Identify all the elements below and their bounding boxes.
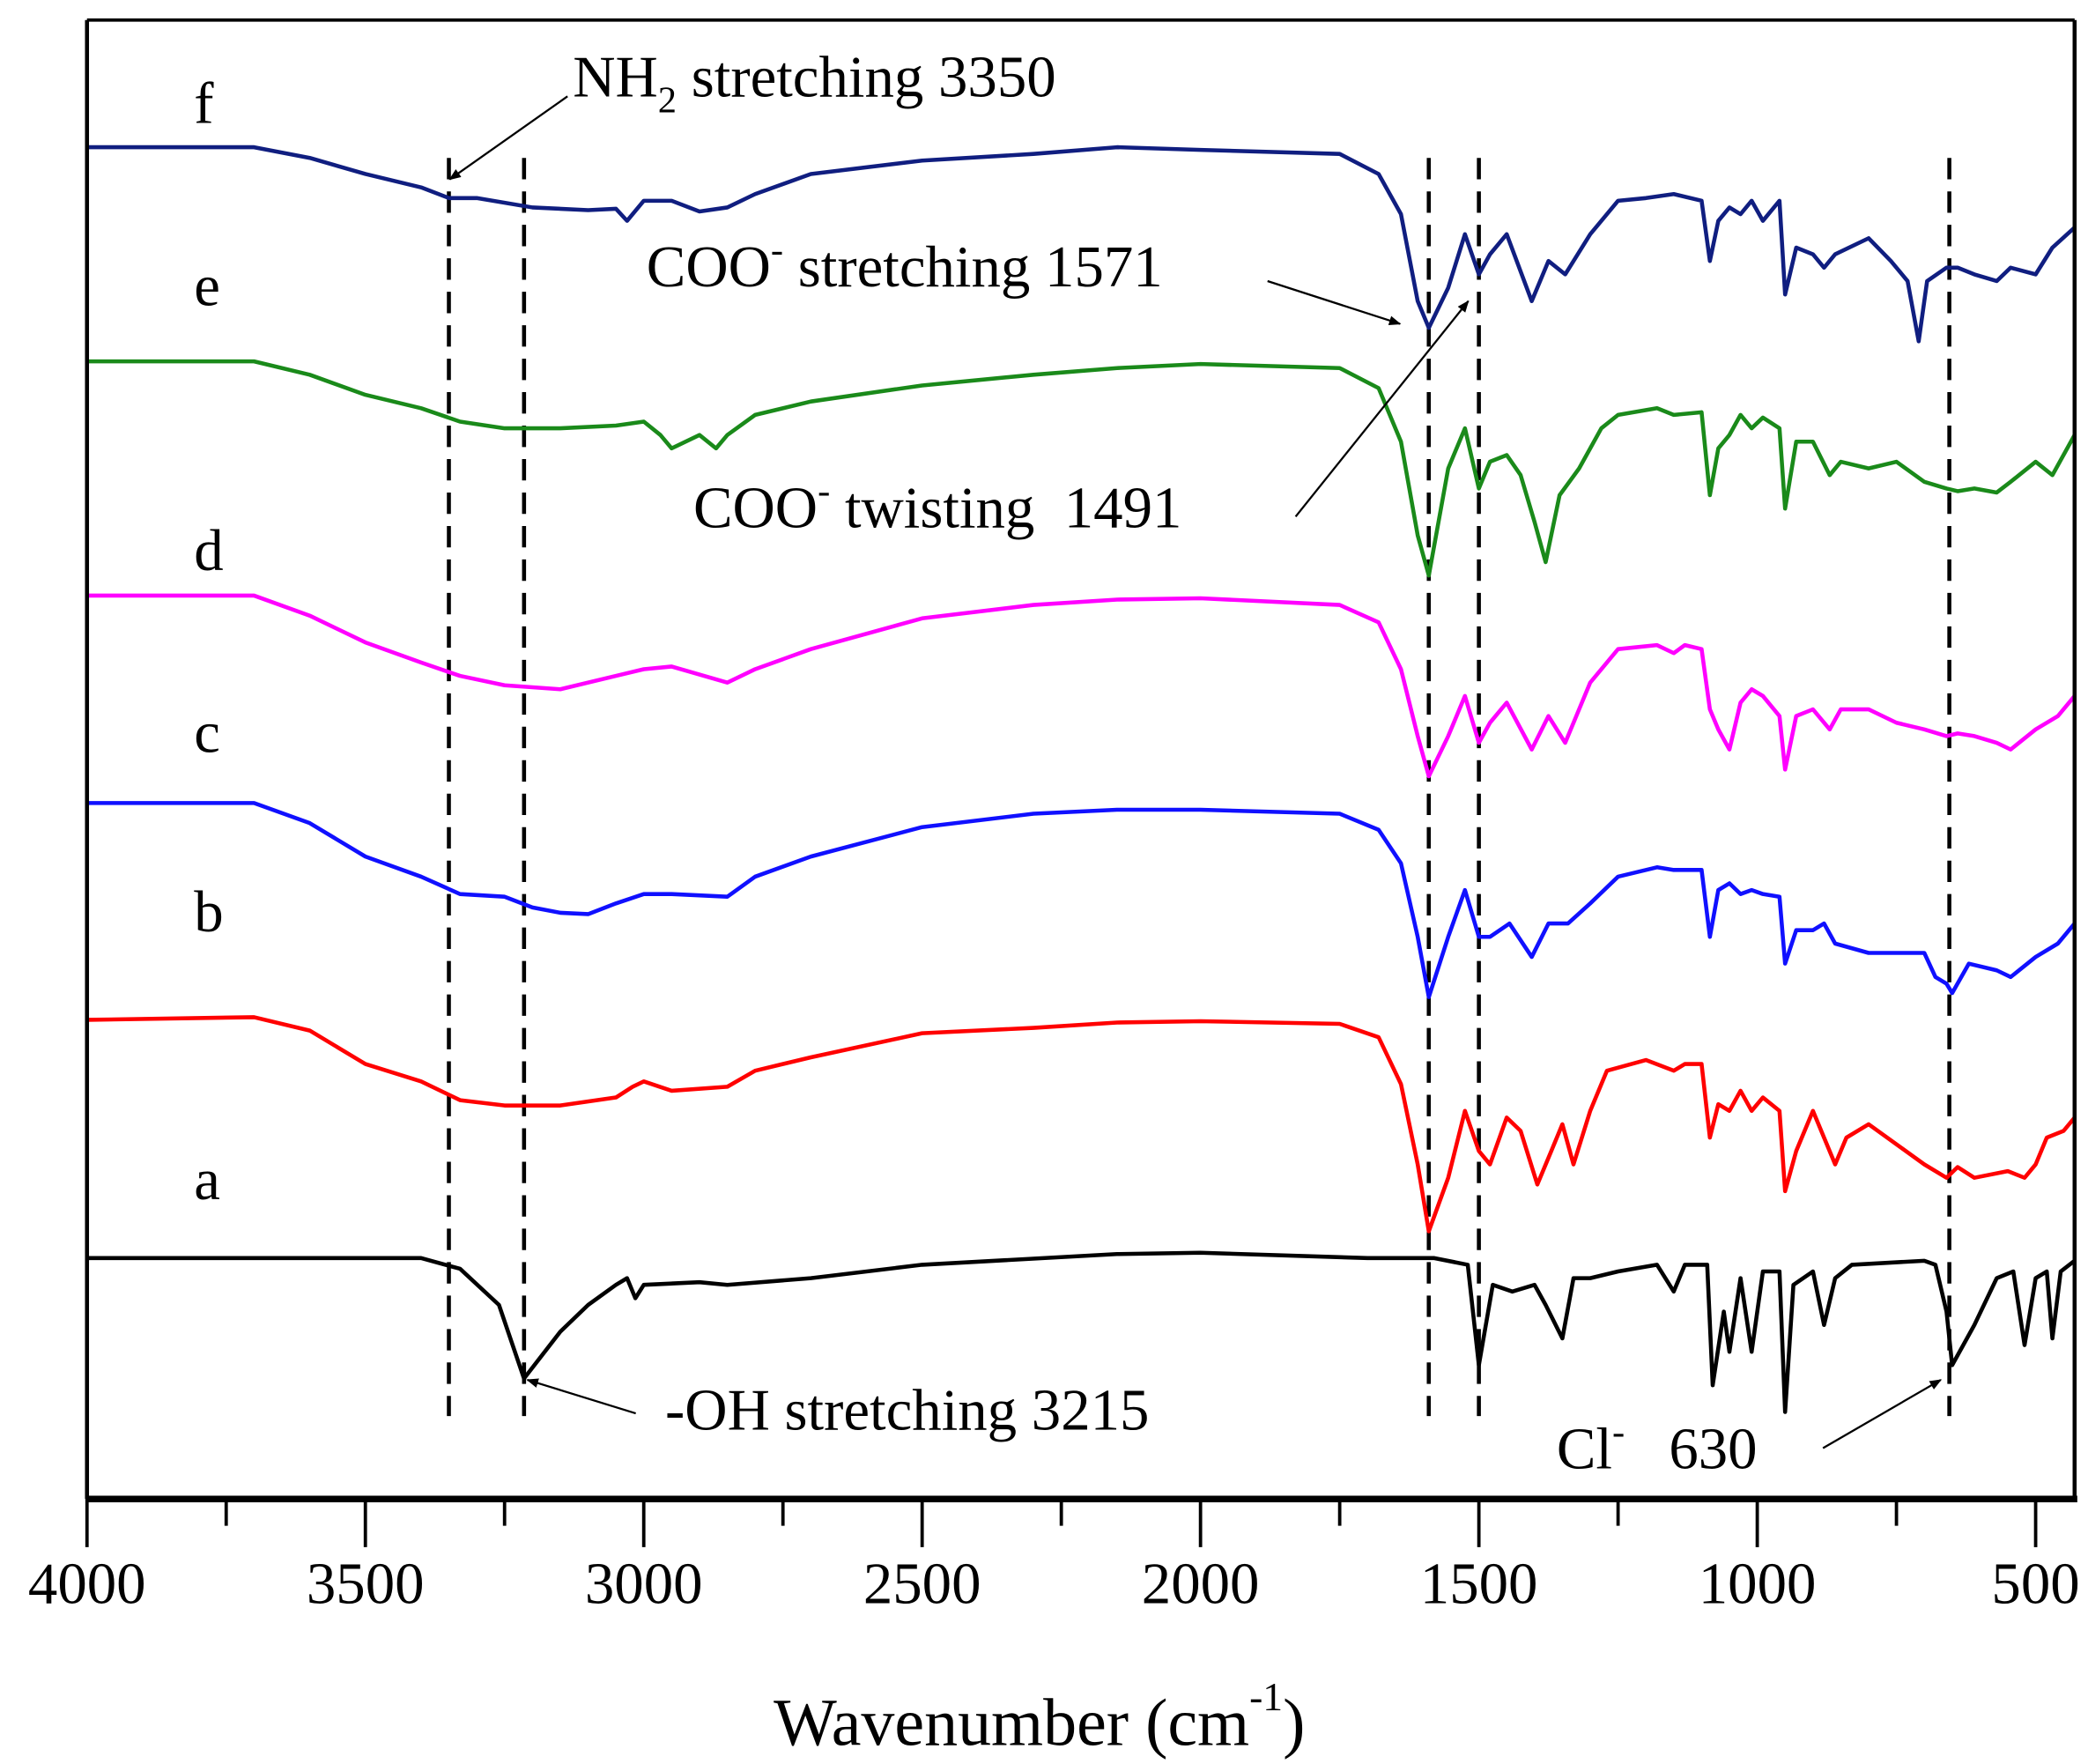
x-tick-label: 2000 [1142, 1552, 1260, 1617]
series-label-c: c [194, 700, 220, 766]
arrow-coo-twisting [1294, 300, 1470, 518]
arrow-coo-stretching [1267, 279, 1402, 326]
annotation-coo-stretching: COO- stretching 1571 [647, 230, 1163, 300]
x-tick-label: 2500 [863, 1552, 981, 1617]
series-label-f: f [194, 71, 214, 137]
x-axis-tick-labels: 4000 3500 3000 2500 2000 1500 1000 500 [28, 1552, 2080, 1617]
spectrum-b [86, 1015, 2077, 1234]
annotation-coo-twisting: COO- twisting 1491 [693, 471, 1181, 540]
x-tick-label: 4000 [28, 1552, 146, 1617]
spectra [86, 145, 2077, 1414]
annotation-oh-stretching: -OH stretching 3215 [665, 1377, 1149, 1442]
annotation-cl: Cl- 630 [1557, 1412, 1758, 1481]
x-tick-label: 1000 [1699, 1552, 1817, 1617]
spectrum-f [86, 145, 2077, 344]
series-label-a: a [194, 1147, 220, 1212]
dashed-guide-lines [447, 158, 1951, 1417]
arrow-oh [526, 1378, 636, 1415]
plot-frame [85, 18, 2077, 1503]
annotation-nh2-stretching: NH2 stretching 3350 [573, 44, 1055, 121]
x-axis-ticks [85, 1499, 2038, 1547]
spectrum-e [86, 359, 2077, 578]
spectrum-d [86, 593, 2077, 779]
arrow-nh2 [448, 95, 568, 181]
series-label-d: d [194, 518, 223, 583]
series-label-b: b [194, 879, 223, 945]
spectrum-a [86, 1250, 2077, 1414]
spectrum-c [86, 801, 2077, 999]
x-tick-label: 1500 [1420, 1552, 1538, 1617]
arrow-cl [1822, 1379, 1943, 1449]
x-axis-title: Wavenumber (cm-1) [774, 1674, 1305, 1760]
x-tick-label: 500 [1991, 1552, 2079, 1617]
series-label-e: e [194, 253, 220, 318]
x-tick-label: 3500 [307, 1552, 425, 1617]
x-tick-label: 3000 [585, 1552, 703, 1617]
